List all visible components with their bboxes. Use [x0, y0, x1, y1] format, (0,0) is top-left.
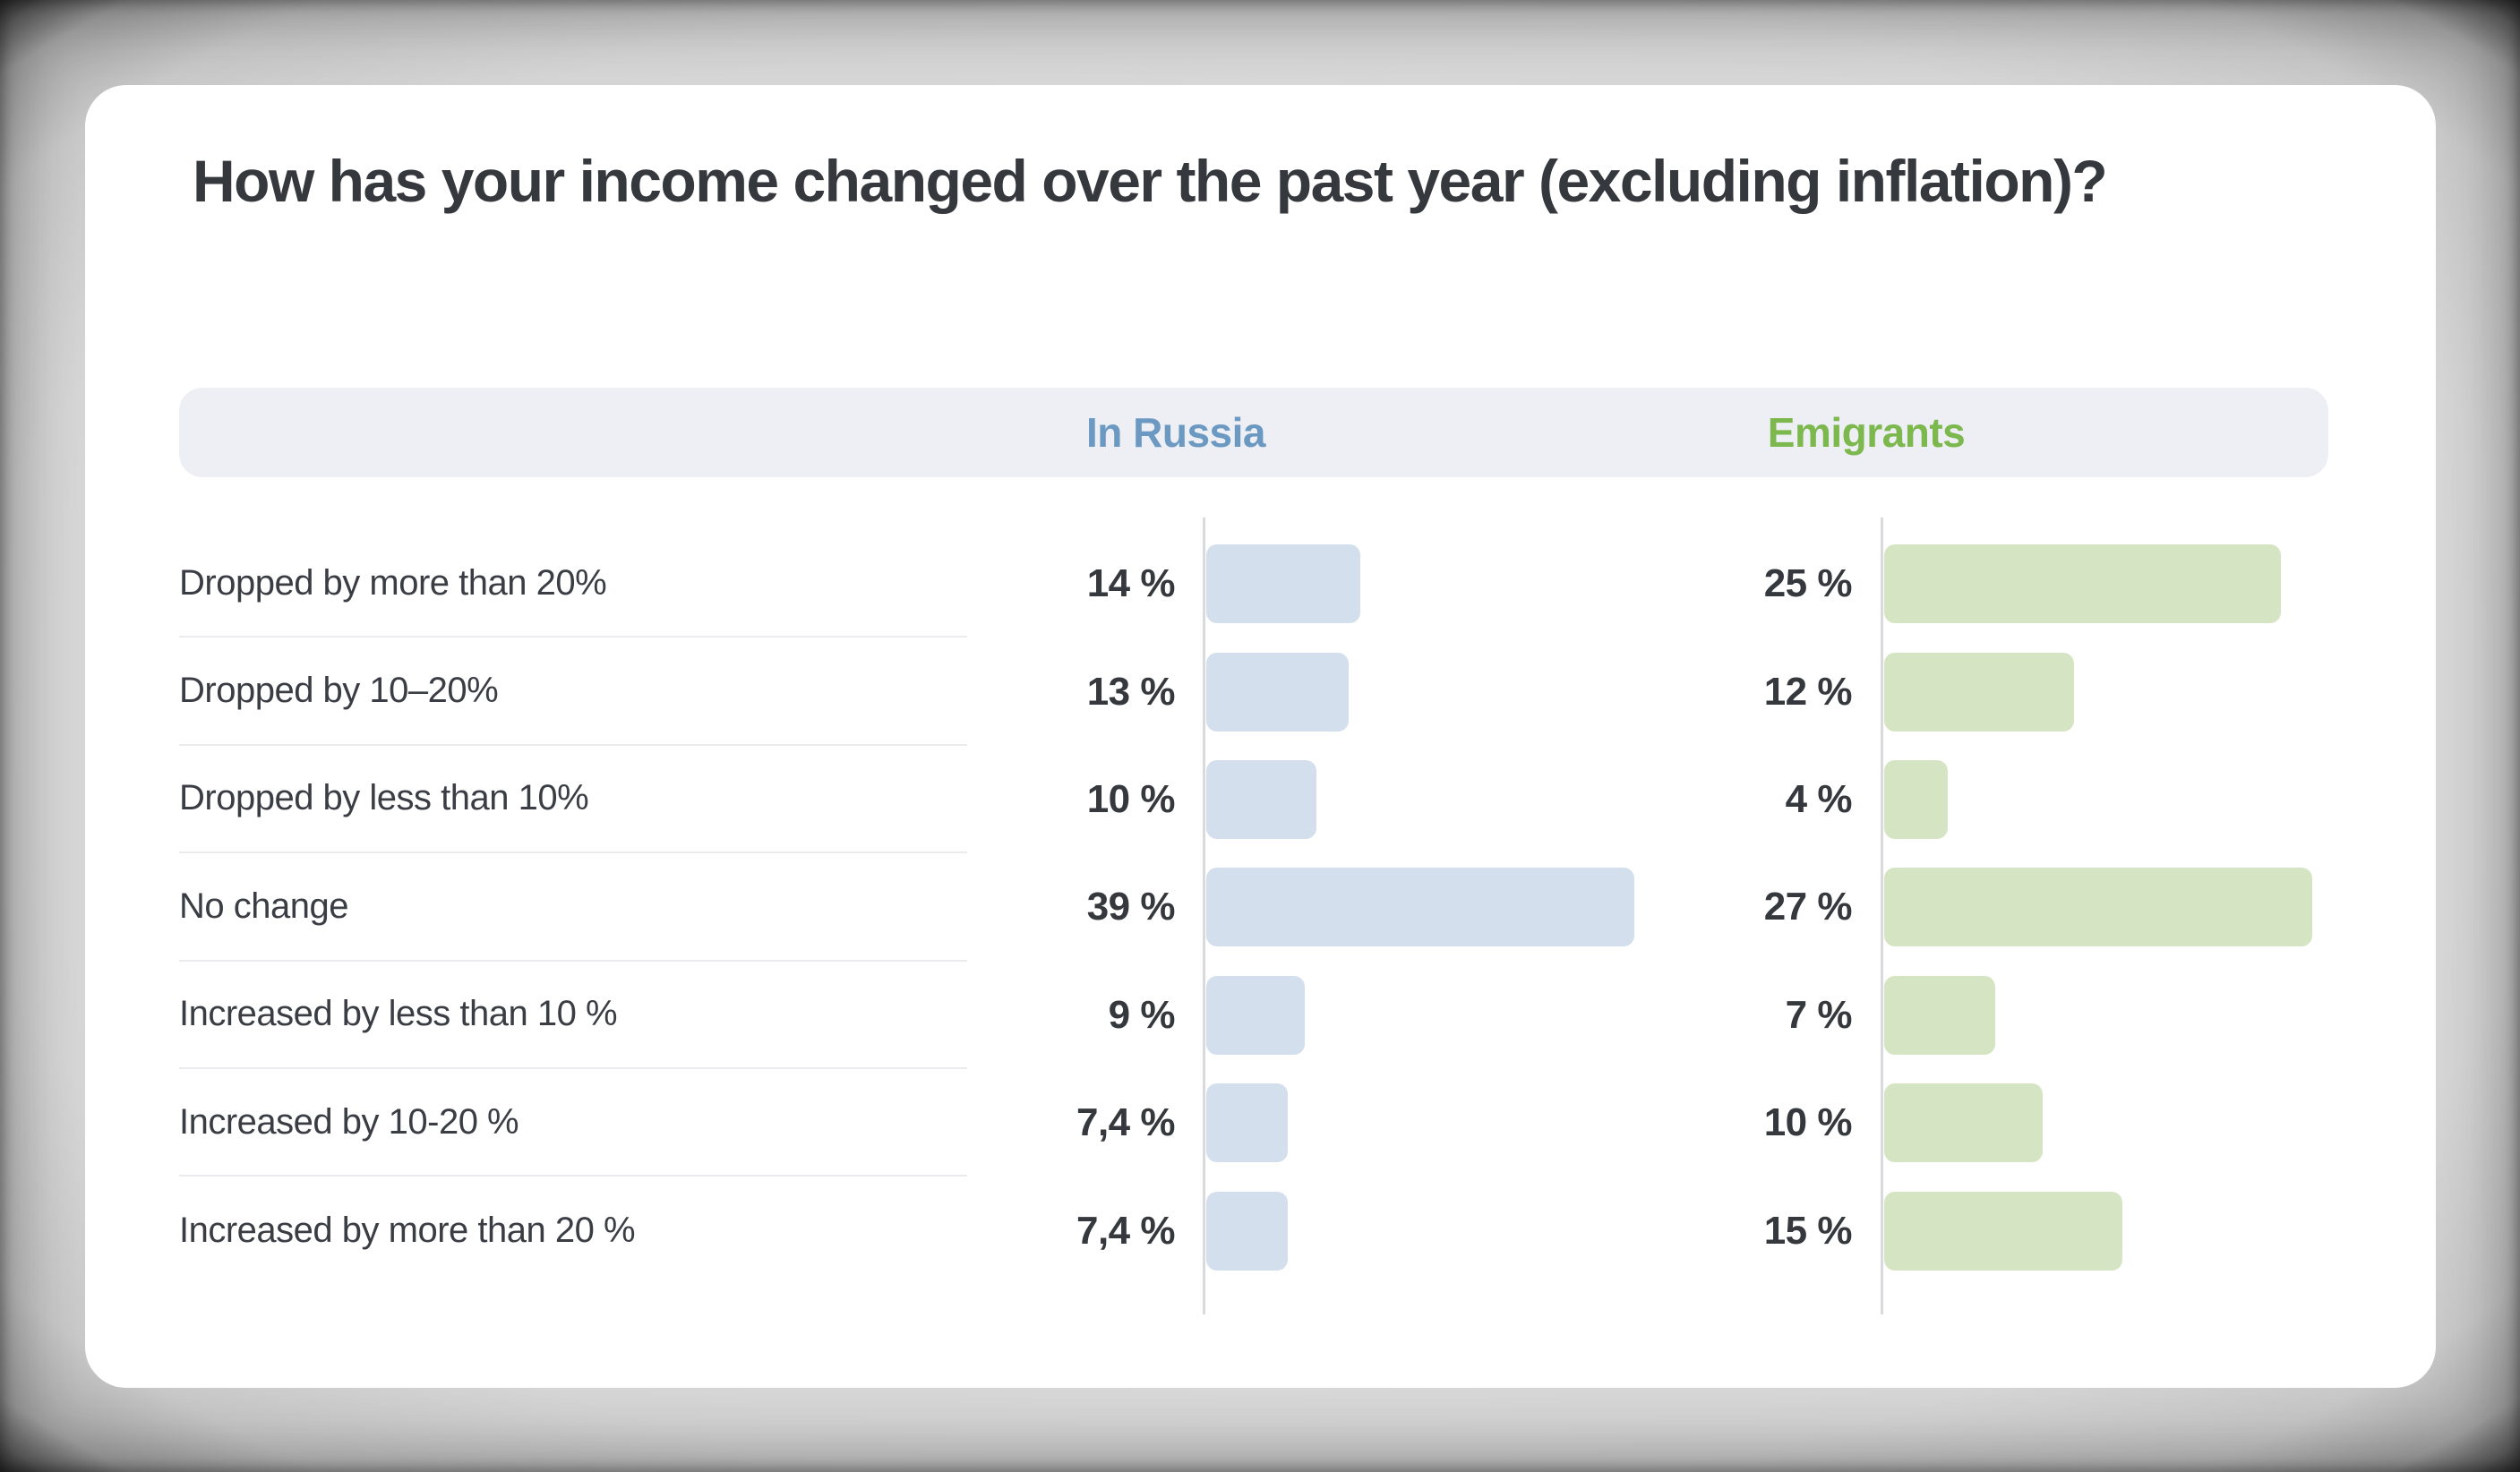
russia-bar-zone — [1175, 853, 1634, 961]
emigrants-value: 10 % — [1763, 1100, 1853, 1145]
russia-value: 7,4 % — [1076, 1208, 1176, 1253]
emigrants-value: 4 % — [1785, 776, 1853, 821]
emigrants-bar — [1884, 975, 1995, 1055]
russia-value: 39 % — [1086, 885, 1176, 929]
russia-bar — [1206, 759, 1316, 839]
russia-value: 14 % — [1086, 561, 1176, 606]
emigrants-value: 27 % — [1763, 885, 1853, 929]
emigrants-bar-zone — [1852, 530, 2312, 638]
category-label: Increased by more than 20 % — [179, 1211, 636, 1251]
emigrants-bar — [1884, 1083, 2043, 1163]
table-row: No change 39 % 27 % — [179, 853, 2328, 962]
emigrants-value: 15 % — [1763, 1208, 1853, 1253]
legend-label-in-russia: In Russia — [1085, 409, 1266, 456]
category-label: Dropped by more than 20% — [179, 530, 967, 638]
emigrants-bar — [1884, 868, 2312, 947]
emigrants-value: 12 % — [1763, 669, 1853, 714]
table-row: Dropped by 10–20% 13 % 12 % — [179, 638, 2328, 746]
emigrants-bar — [1884, 759, 1948, 839]
emigrants-value: 25 % — [1763, 561, 1853, 606]
legend-label-emigrants: Emigrants — [1767, 409, 1966, 456]
table-row: Dropped by more than 20% 14 % 25 % — [179, 530, 2328, 638]
russia-bar-zone — [1175, 638, 1634, 745]
table-row: Increased by 10-20 % 7,4 % 10 % — [179, 1069, 2328, 1177]
emigrants-bar-zone — [1852, 962, 2312, 1069]
russia-value: 9 % — [1108, 992, 1176, 1037]
emigrants-bar — [1884, 544, 2281, 624]
chart-card: How has your income changed over the pas… — [85, 85, 2436, 1388]
russia-bar — [1206, 975, 1305, 1055]
table-row: Increased by more than 20 % 7,4 % 15 % — [179, 1177, 2328, 1284]
russia-bar-zone — [1175, 1069, 1634, 1177]
russia-bar-zone — [1175, 1177, 1634, 1284]
russia-bar — [1206, 1191, 1288, 1271]
russia-bar-zone — [1175, 530, 1634, 638]
category-label: Increased by 10-20 % — [179, 1069, 967, 1177]
category-label: Dropped by 10–20% — [179, 638, 967, 746]
chart-rows: Dropped by more than 20% 14 % 25 % Dropp… — [179, 530, 2328, 1285]
category-label: Increased by less than 10 % — [179, 962, 967, 1069]
chart-title: How has your income changed over the pas… — [193, 148, 2108, 214]
russia-value: 13 % — [1086, 669, 1176, 714]
emigrants-bar — [1884, 652, 2074, 732]
emigrants-bar-zone — [1852, 853, 2312, 961]
russia-bar — [1206, 544, 1360, 624]
russia-bar — [1206, 652, 1349, 732]
legend-band: In Russia Emigrants — [179, 388, 2328, 477]
emigrants-bar-zone — [1852, 638, 2312, 745]
emigrants-bar-zone — [1852, 746, 2312, 853]
emigrants-value: 7 % — [1785, 992, 1853, 1037]
table-row: Increased by less than 10 % 9 % 7 % — [179, 962, 2328, 1069]
category-label: No change — [179, 853, 967, 962]
russia-bar — [1206, 1083, 1288, 1163]
russia-value: 7,4 % — [1076, 1100, 1176, 1145]
table-row: Dropped by less than 10% 10 % 4 % — [179, 746, 2328, 854]
russia-bar — [1206, 868, 1634, 947]
russia-bar-zone — [1175, 746, 1634, 853]
axis-line-emigrants — [1881, 518, 1883, 1314]
axis-line-russia — [1203, 518, 1205, 1314]
emigrants-bar — [1884, 1191, 2122, 1271]
emigrants-bar-zone — [1852, 1177, 2312, 1284]
russia-bar-zone — [1175, 962, 1634, 1069]
category-label: Dropped by less than 10% — [179, 746, 967, 854]
russia-value: 10 % — [1086, 776, 1176, 821]
emigrants-bar-zone — [1852, 1069, 2312, 1177]
